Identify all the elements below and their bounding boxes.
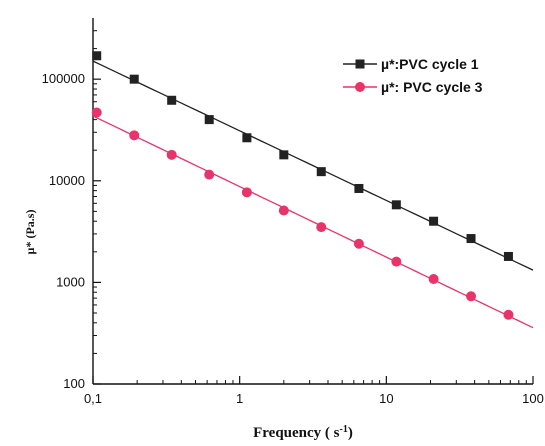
legend-label: µ*: PVC cycle 3 bbox=[381, 79, 483, 95]
series-1 bbox=[92, 51, 534, 271]
series-2-point bbox=[91, 107, 102, 118]
series-1-line bbox=[92, 60, 534, 271]
x-axis-title-suffix: ) bbox=[348, 425, 353, 441]
series-1-point bbox=[429, 216, 439, 226]
series-2-point bbox=[278, 205, 289, 216]
series-2-point bbox=[428, 273, 439, 284]
series-2-point bbox=[316, 222, 327, 233]
series-1-point bbox=[316, 167, 326, 177]
x-axis-title-superscript: -1 bbox=[340, 424, 348, 435]
series-2-point bbox=[129, 130, 140, 141]
series-2-point bbox=[466, 291, 477, 302]
legend-label: µ*:PVC cycle 1 bbox=[381, 56, 479, 72]
series-2-point bbox=[166, 149, 177, 160]
x-axis-title: Frequency ( s-1) bbox=[253, 424, 353, 442]
y-tick-label: 100 bbox=[63, 376, 85, 391]
y-tick-label: 10000 bbox=[49, 173, 85, 188]
series-2-line bbox=[92, 115, 534, 329]
x-tick-label: 0,1 bbox=[84, 391, 102, 406]
legend-item-2: µ*: PVC cycle 3 bbox=[343, 79, 483, 95]
series-1-point bbox=[167, 95, 177, 105]
series-2-point bbox=[391, 256, 402, 267]
series-1-point bbox=[129, 74, 139, 84]
axes: 0,1 1 10 100 100 1000 10000 100000 bbox=[42, 18, 544, 406]
series-2-point bbox=[204, 169, 215, 180]
series-1-point bbox=[354, 183, 364, 193]
series-layer bbox=[91, 51, 534, 329]
series-1-point bbox=[204, 115, 214, 125]
series-2-point bbox=[503, 309, 514, 320]
series-1-point bbox=[466, 234, 476, 244]
x-tick-label: 1 bbox=[236, 391, 243, 406]
legend-marker bbox=[355, 59, 365, 69]
series-1-point bbox=[92, 51, 102, 61]
y-axis-title: µ* (Pa.s) bbox=[23, 210, 37, 255]
legend-item-1: µ*:PVC cycle 1 bbox=[343, 56, 479, 72]
legend-marker bbox=[355, 82, 365, 92]
series-2-point bbox=[353, 238, 364, 249]
series-1-point bbox=[503, 251, 513, 261]
x-axis-title-main: Frequency ( s bbox=[253, 425, 340, 441]
x-tick-label: 10 bbox=[379, 391, 393, 406]
legend: µ*:PVC cycle 1 µ*: PVC cycle 3 bbox=[343, 56, 483, 95]
y-tick-label: 1000 bbox=[56, 274, 85, 289]
series-1-point bbox=[242, 133, 252, 143]
series-1-point bbox=[391, 200, 401, 210]
y-tick-label: 100000 bbox=[42, 71, 85, 86]
x-tick-label: 100 bbox=[522, 391, 544, 406]
series-1-point bbox=[279, 150, 289, 160]
series-2 bbox=[91, 107, 534, 329]
series-2-point bbox=[241, 187, 252, 198]
